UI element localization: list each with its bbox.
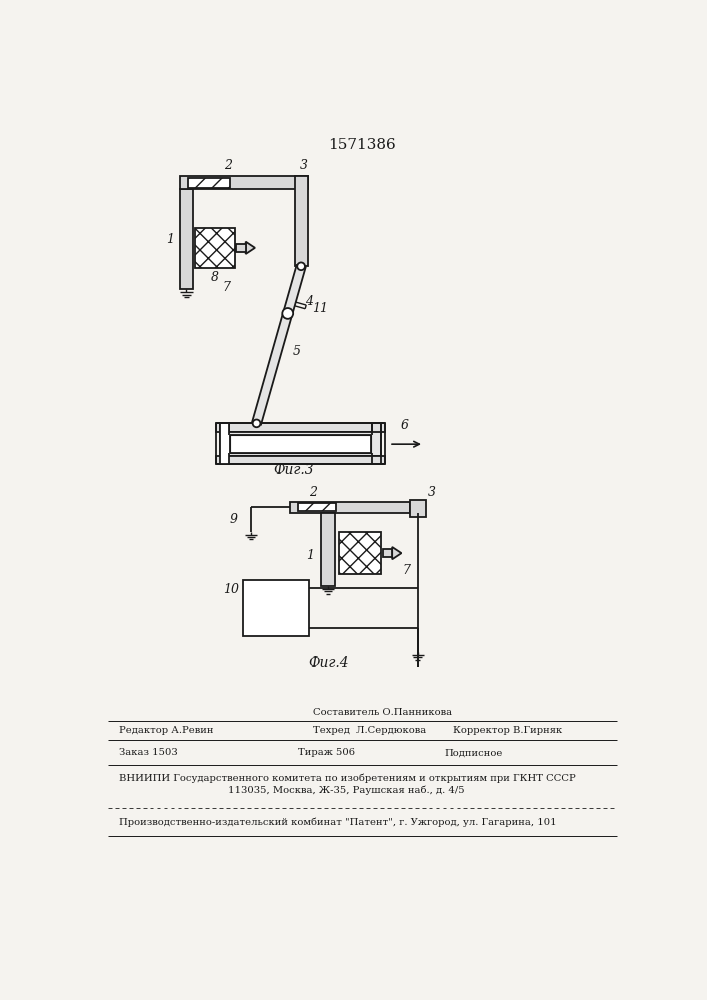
Text: 1: 1: [306, 549, 314, 562]
Bar: [187, 178, 230, 188]
Bar: [383, 549, 392, 557]
Text: Производственно-издательский комбинат "Патент", г. Ужгород, ул. Гагарина, 101: Производственно-издательский комбинат "П…: [119, 817, 557, 827]
Text: 113035, Москва, Ж-35, Раушская наб., д. 4/5: 113035, Москва, Ж-35, Раушская наб., д. …: [228, 785, 464, 795]
Bar: [321, 513, 335, 586]
Text: Фиг.3: Фиг.3: [274, 463, 314, 477]
Bar: [410, 500, 426, 517]
Bar: [220, 424, 230, 464]
Text: Составитель О.Панникова: Составитель О.Панникова: [313, 708, 452, 717]
Polygon shape: [252, 265, 305, 425]
Polygon shape: [246, 242, 255, 254]
Bar: [220, 432, 381, 456]
Text: 8: 8: [211, 271, 218, 284]
Bar: [298, 503, 337, 511]
Text: Фиг.4: Фиг.4: [308, 656, 349, 670]
Circle shape: [252, 420, 260, 427]
Text: Техред  Л.Сердюкова: Техред Л.Сердюкова: [313, 726, 426, 735]
Text: 7: 7: [222, 281, 230, 294]
Text: 5: 5: [293, 345, 301, 358]
Text: 1: 1: [167, 233, 175, 246]
Text: 7: 7: [402, 564, 410, 577]
Bar: [194, 228, 235, 268]
Text: Заказ 1503: Заказ 1503: [119, 748, 178, 757]
Text: 11: 11: [312, 302, 328, 315]
Text: 4: 4: [305, 295, 313, 308]
Text: 9: 9: [230, 513, 238, 526]
Polygon shape: [392, 547, 402, 559]
Text: 6: 6: [401, 419, 409, 432]
Bar: [180, 189, 193, 289]
Text: 10: 10: [223, 583, 239, 596]
Bar: [236, 244, 246, 252]
Bar: [220, 423, 230, 436]
Bar: [290, 502, 410, 513]
Bar: [230, 435, 371, 453]
Bar: [180, 176, 308, 189]
Text: Тираж 506: Тираж 506: [298, 748, 355, 757]
Text: ВНИИПИ Государственного комитета по изобретениям и открытиям при ГКНТ СССР: ВНИИПИ Государственного комитета по изоб…: [119, 774, 576, 783]
Bar: [243, 580, 309, 636]
Text: 1571386: 1571386: [328, 138, 396, 152]
Circle shape: [297, 262, 305, 270]
Bar: [339, 532, 381, 574]
Text: Корректор В.Гирняк: Корректор В.Гирняк: [452, 726, 562, 735]
Text: 2: 2: [224, 159, 233, 172]
Circle shape: [282, 308, 293, 319]
Bar: [216, 423, 385, 432]
Text: 2: 2: [309, 486, 317, 499]
Text: 3: 3: [428, 486, 436, 499]
Text: Редактор А.Ревин: Редактор А.Ревин: [119, 726, 214, 735]
Bar: [216, 456, 385, 464]
Bar: [372, 423, 381, 436]
Text: Подписное: Подписное: [445, 748, 503, 757]
Bar: [295, 176, 308, 266]
Text: 3: 3: [300, 159, 308, 172]
